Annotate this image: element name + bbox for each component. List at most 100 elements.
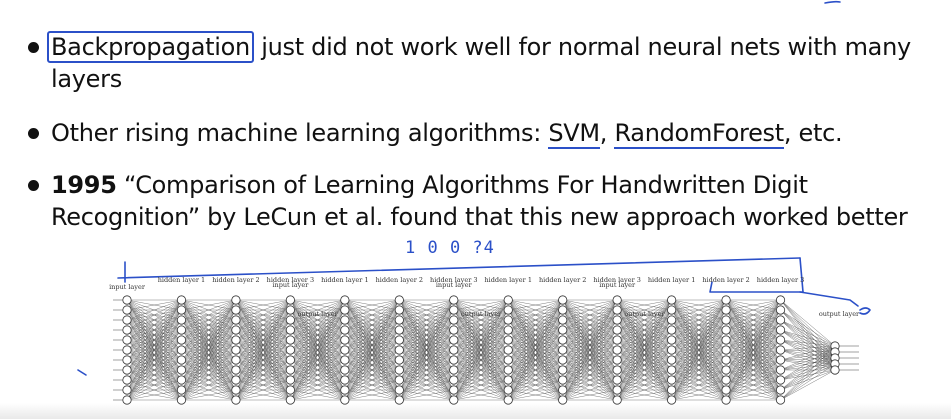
network-edge (126, 299, 182, 391)
neuron-node (449, 355, 459, 365)
neuron-node (721, 355, 731, 365)
neuron-node (667, 355, 677, 365)
network-edge (126, 319, 182, 401)
network-edge (671, 299, 727, 381)
network-edge (617, 329, 672, 401)
network-edge (290, 369, 345, 401)
network-edge (453, 389, 509, 401)
network-edge (126, 389, 182, 401)
network-edge (181, 299, 237, 331)
neuron-node (340, 375, 350, 385)
neuron-node (503, 385, 513, 395)
network-edge (344, 359, 400, 401)
neuron-node (449, 325, 459, 335)
output-layer-label: output layer (624, 310, 665, 318)
network-edge (508, 339, 563, 401)
network-edge (235, 309, 291, 401)
bullet-rest: “Comparison of Learning Algorithms For H… (51, 171, 908, 231)
network-edge (562, 299, 618, 321)
bullet-tail: , etc. (783, 119, 843, 147)
network-edge (126, 299, 182, 311)
network-edge (508, 309, 563, 401)
bullet-rest: just did not work well for normal neural… (51, 33, 911, 93)
network-edge (726, 379, 781, 401)
network-edge (344, 299, 400, 391)
network-edge (780, 357, 836, 381)
neuron-node (176, 305, 187, 315)
network-edge (726, 299, 781, 321)
network-edge (780, 345, 836, 401)
network-edge (508, 349, 563, 401)
network-edge (181, 299, 237, 351)
neuron-node (721, 305, 731, 315)
network-edge (126, 299, 182, 371)
network-edge (508, 299, 563, 311)
neuron-node (394, 295, 404, 305)
network-edge (399, 389, 454, 401)
bullet-dot (28, 128, 39, 139)
input-layer-label: input layer (272, 281, 309, 289)
network-edge (725, 309, 781, 401)
network-edge (126, 359, 182, 401)
network-edge (780, 339, 836, 371)
network-edge (453, 299, 509, 351)
network-edge (671, 299, 727, 351)
network-edge (562, 299, 618, 401)
neuron-node (721, 295, 731, 305)
network-edge (780, 363, 836, 401)
neuron-node (558, 325, 568, 335)
stacked-network-diagram: hidden layer 1 hidden layer 2 hidden layer… (109, 276, 860, 405)
network-edge (181, 339, 237, 401)
network-edge (290, 299, 345, 361)
network-edge (453, 319, 509, 401)
network-edge (126, 369, 182, 401)
network-edge (562, 319, 618, 401)
neuron-node (231, 335, 241, 345)
network-edge (780, 319, 836, 347)
neuron-node (285, 375, 295, 385)
network-edge (235, 299, 291, 391)
neuron-node (612, 335, 622, 345)
network-edge (780, 339, 836, 347)
bullet-text: 1995 “Comparison of Learning Algorithms … (51, 169, 937, 233)
neuron-node (285, 325, 295, 335)
neuron-node (122, 345, 132, 355)
network-edge (126, 299, 182, 401)
network-edge (617, 299, 672, 391)
network-edge (562, 299, 618, 331)
network-edge (562, 299, 618, 311)
network-edge (508, 369, 563, 401)
network-edge (780, 345, 836, 391)
neuron-node (340, 315, 350, 325)
handwritten-note: 1 0 0 ?4 (405, 238, 495, 258)
network-edge (671, 359, 727, 401)
neuron-node (503, 305, 513, 315)
network-edge (344, 299, 400, 321)
network-edge (453, 299, 509, 371)
network-edge (617, 299, 672, 381)
network-edge (617, 389, 672, 401)
neuron-node (231, 375, 241, 385)
network-edge (290, 299, 345, 311)
neuron-node (558, 345, 568, 355)
network-edge (399, 299, 454, 341)
bottom-fade (0, 403, 951, 419)
neuron-node (721, 385, 731, 395)
neuron-node (503, 325, 513, 335)
network-edge (617, 299, 672, 331)
neuron-node (667, 365, 677, 375)
neuron-node (394, 325, 404, 335)
network-edge (780, 357, 836, 391)
neuron-node (394, 355, 404, 365)
network-edge (235, 299, 291, 361)
neuron-node (775, 385, 786, 395)
neuron-node (667, 325, 677, 335)
neuron-node (721, 375, 731, 385)
network-edge (235, 299, 291, 381)
layer-label: hidden layer 3 (267, 276, 314, 284)
network-edge (780, 299, 836, 353)
network-edge (235, 299, 291, 321)
network-edge (562, 339, 618, 401)
network-edge (617, 359, 672, 401)
neuron-node (340, 345, 350, 355)
